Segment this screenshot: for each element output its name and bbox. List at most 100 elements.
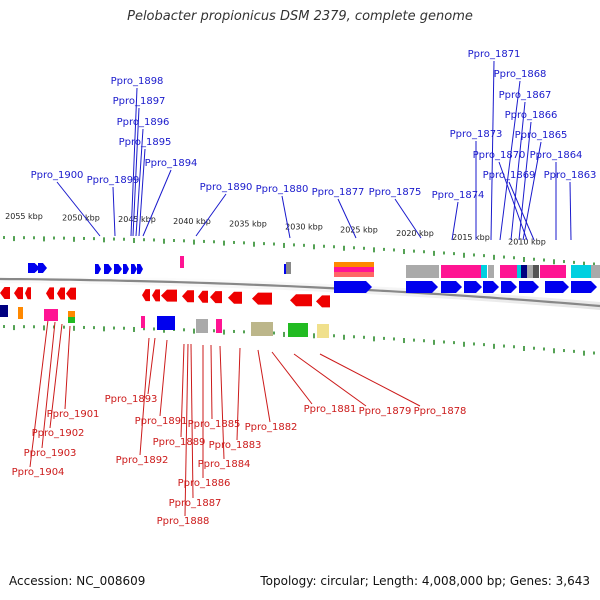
forward-gene-arrow [95, 264, 101, 274]
feature-block [286, 262, 291, 274]
gene-label: Ppro_1878 [414, 406, 467, 417]
reverse-gene-arrow [14, 287, 23, 300]
gene-label: Ppro_1873 [450, 129, 503, 140]
reverse-gene-arrow [142, 289, 150, 302]
leader-line [139, 337, 150, 456]
scale-label: 2015 kbp [452, 233, 490, 242]
gene-label: Ppro_1891 [135, 416, 188, 427]
track-band [0, 275, 600, 310]
gene-label: Ppro_1898 [111, 76, 164, 87]
gene-label: Ppro_1863 [544, 170, 597, 181]
forward-gene-arrow [131, 264, 137, 274]
leader-line [147, 337, 156, 395]
gene-label: Ppro_1892 [116, 455, 169, 466]
reverse-gene-arrow [290, 294, 312, 307]
gene-label: Ppro_1897 [113, 96, 166, 107]
leader-line [319, 353, 421, 407]
scale-label: 2010 kbp [508, 238, 546, 247]
reverse-gene-arrow [198, 290, 208, 303]
feature-block [481, 265, 487, 278]
feature-block [517, 265, 521, 278]
gene-label: Ppro_1885 [188, 419, 241, 430]
forward-gene-arrow [519, 281, 539, 293]
leader-line [281, 195, 291, 239]
leader-line [518, 121, 532, 241]
forward-gene-arrow [28, 263, 40, 273]
reverse-gene-arrow [210, 291, 222, 304]
gene-label: Ppro_1871 [468, 49, 521, 60]
feature-block [406, 265, 439, 278]
gene-label: Ppro_1902 [32, 428, 85, 439]
reverse-gene-arrow [46, 287, 54, 300]
leader-line [271, 351, 313, 405]
gene-label: Ppro_1900 [31, 170, 84, 181]
gene-label: Ppro_1888 [157, 516, 210, 527]
leader-line [112, 186, 116, 237]
reverse-gene-arrow [57, 287, 65, 300]
feature-block [317, 324, 329, 338]
feature-block [334, 262, 374, 267]
feature-block [196, 319, 208, 333]
feature-block [68, 311, 75, 317]
gene-label: Ppro_1880 [256, 184, 309, 195]
gene-label: Ppro_1901 [47, 409, 100, 420]
forward-gene-arrow [483, 281, 499, 293]
leader-line [29, 319, 49, 468]
leader-line [219, 345, 225, 460]
gene-label: Ppro_1877 [312, 187, 365, 198]
leader-line [138, 148, 146, 237]
feature-block [157, 316, 175, 330]
feature-block [0, 305, 8, 317]
gene-label: Ppro_1866 [505, 110, 558, 121]
feature-block [540, 265, 566, 278]
reverse-gene-arrow [66, 287, 76, 300]
reverse-gene-arrow [0, 287, 10, 299]
leader-line [510, 101, 526, 241]
gene-label: Ppro_1893 [105, 394, 158, 405]
gene-label: Ppro_1865 [515, 130, 568, 141]
genome-backbone [0, 277, 600, 308]
gene-label: Ppro_1895 [119, 137, 172, 148]
gene-label: Ppro_1881 [304, 404, 357, 415]
gene-label: Ppro_1879 [359, 406, 412, 417]
leader-line [64, 325, 71, 410]
leader-line [257, 349, 271, 423]
feature-block [251, 322, 273, 336]
gene-label: Ppro_1896 [117, 117, 170, 128]
forward-gene-arrow [114, 264, 122, 274]
reverse-gene-arrow [182, 290, 194, 303]
scale-label: 2040 kbp [173, 217, 211, 226]
scale-label: 2035 kbp [229, 219, 267, 228]
scale-label: 2025 kbp [340, 226, 378, 235]
feature-block [180, 256, 184, 268]
leader-line [210, 344, 213, 420]
feature-block [334, 272, 374, 277]
feature-block [533, 265, 539, 278]
gene-label: Ppro_1889 [153, 437, 206, 448]
gene-label: Ppro_1904 [12, 467, 65, 478]
reverse-gene-arrow [252, 292, 272, 305]
forward-gene-arrow [38, 263, 47, 273]
leader-line [293, 353, 367, 407]
reverse-gene-arrow [228, 291, 242, 304]
leader-line [130, 87, 138, 237]
forward-gene-arrow [501, 281, 517, 293]
forward-gene-arrow [464, 281, 482, 293]
feature-block [216, 319, 222, 333]
feature-block [288, 323, 308, 337]
forward-gene-arrow [441, 281, 462, 293]
gene-label: Ppro_1869 [483, 170, 536, 181]
feature-block [500, 265, 517, 278]
leader-line [499, 80, 521, 241]
gene-label: Ppro_1903 [24, 448, 77, 459]
gene-label: Ppro_1890 [200, 182, 253, 193]
leader-line [451, 201, 459, 241]
forward-gene-arrow [571, 281, 597, 293]
gene-label: Ppro_1887 [169, 498, 222, 509]
forward-gene-arrow [334, 281, 372, 293]
accession-text: Accession: NC_008609 [9, 574, 146, 588]
leader-line [135, 128, 144, 237]
gene-label: Ppro_1868 [494, 69, 547, 80]
gene-label: Ppro_1882 [245, 422, 298, 433]
